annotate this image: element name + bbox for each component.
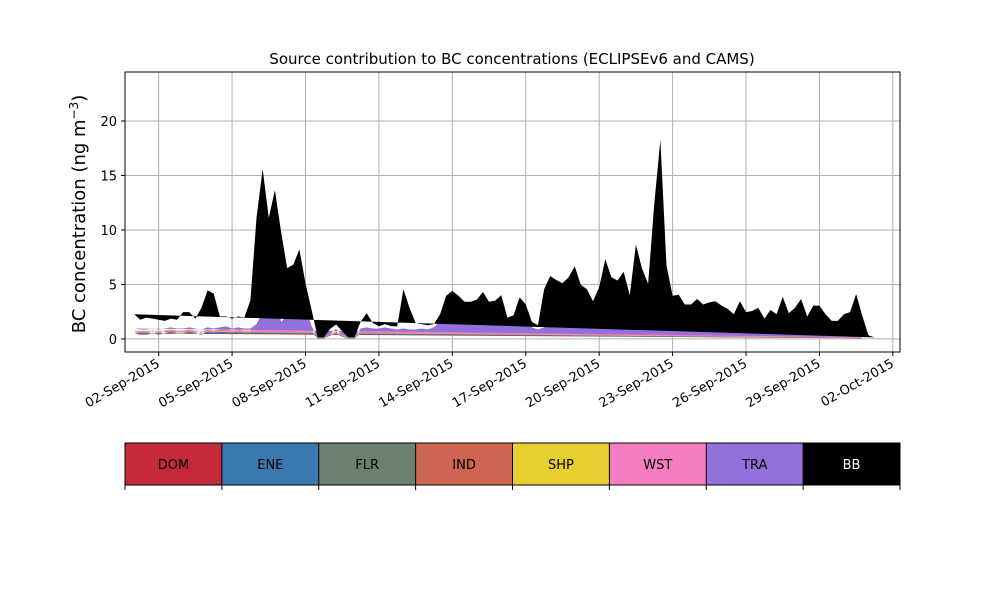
legend-label-ene: ENE: [257, 458, 283, 473]
legend-swatch-shp: [512, 443, 610, 485]
y-axis-label: BC concentration (ng m−3): [67, 95, 90, 334]
series-area-bb: [134, 139, 875, 338]
plot-frame: [124, 71, 901, 353]
legend-swatch-bb: [803, 443, 900, 485]
legend-swatch-tra: [706, 443, 804, 485]
y-tick-label: 10: [100, 224, 117, 239]
legend-swatch-wst: [609, 443, 707, 485]
legend-label-bb: BB: [843, 458, 861, 473]
y-axis-label-main: BC concentration (ng m: [69, 119, 90, 333]
legend-label-shp: SHP: [548, 458, 574, 473]
legend-label-dom: DOM: [158, 458, 189, 473]
legend-swatch-dom: [125, 443, 222, 485]
grid: [125, 72, 900, 352]
legend-swatch-flr: [318, 443, 416, 485]
y-axis-label-superscript: −3: [67, 102, 81, 120]
legend-swatch-ene: [221, 443, 319, 485]
legend-label-ind: IND: [452, 458, 476, 473]
y-tick-label: 15: [100, 170, 117, 185]
stacked-areas: [134, 139, 875, 339]
legend-swatch-ind: [415, 443, 513, 485]
legend-label-flr: FLR: [355, 458, 379, 473]
y-tick-label: 0: [109, 333, 117, 348]
y-axis-ticks: 0 5 10 15 20: [100, 115, 125, 348]
y-tick-label: 20: [100, 115, 117, 130]
legend-colorbar: DOM ENE FLR IND SHP WST TRA BB: [124, 442, 901, 490]
y-axis-label-close: ): [69, 95, 90, 102]
legend-label-tra: TRA: [741, 458, 767, 473]
y-tick-label: 5: [109, 278, 117, 293]
chart-title: Source contribution to BC concentrations…: [269, 50, 754, 68]
legend-label-wst: WST: [643, 458, 672, 473]
legend-frame: [124, 442, 901, 486]
